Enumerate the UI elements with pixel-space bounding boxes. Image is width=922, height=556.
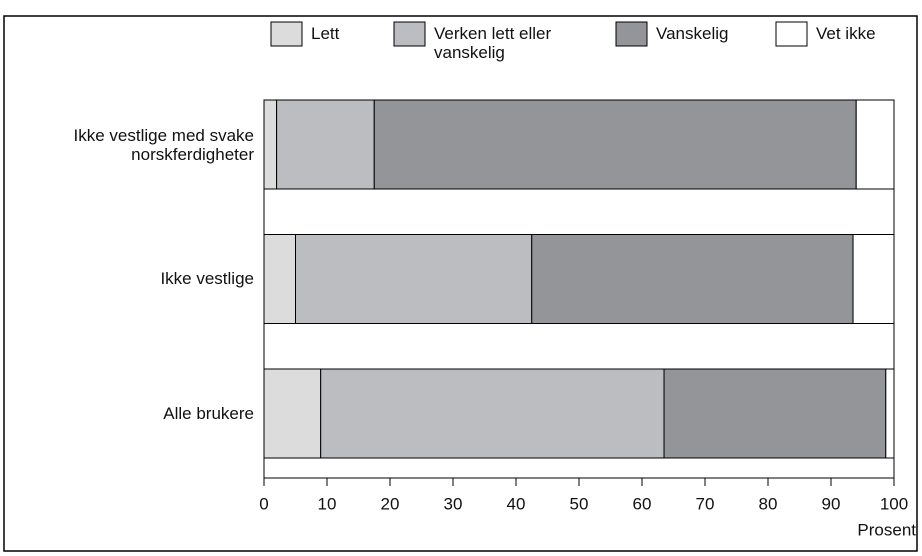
legend-label: Lett (311, 24, 340, 43)
frame (3, 15, 918, 552)
legend-swatch (775, 21, 808, 47)
x-tick-label: 80 (759, 494, 778, 513)
x-tick-label: 90 (822, 494, 841, 513)
y-tick-label: Ikke vestlige (160, 269, 254, 288)
x-tick-label: 60 (633, 494, 652, 513)
bar-segment (276, 99, 375, 190)
x-tick-label: 0 (259, 494, 268, 513)
bar-segment (663, 368, 887, 459)
bar-segment (373, 99, 857, 190)
x-tick-label: 70 (696, 494, 715, 513)
bar-segment (263, 368, 322, 459)
legend-label: Vet ikke (816, 24, 876, 43)
x-tick-label: 40 (507, 494, 526, 513)
bar-segment (263, 234, 296, 324)
x-tick-label: 50 (570, 494, 589, 513)
y-tick-label: Ikke vestlige med svake norskferdigheter (73, 125, 254, 164)
x-tick-label: 20 (381, 494, 400, 513)
bar-segment (263, 99, 278, 190)
bar-segment (295, 234, 533, 324)
legend-swatch (615, 21, 648, 47)
bar-segment (885, 368, 895, 459)
legend-label: Vanskelig (656, 24, 729, 43)
x-tick-label: 10 (318, 494, 337, 513)
legend-swatch (270, 21, 303, 47)
bar-segment (855, 99, 895, 190)
y-tick-label: Alle brukere (163, 403, 254, 423)
bar-segment (531, 234, 854, 324)
legend-swatch (393, 21, 426, 47)
x-tick-label: 30 (444, 494, 463, 513)
x-tick-label: 100 (880, 494, 908, 513)
x-axis-label: Prosent (857, 520, 916, 539)
legend-label: Verken lett eller vanskelig (434, 24, 552, 62)
bar-segment (320, 368, 665, 459)
bar-segment (852, 234, 895, 324)
